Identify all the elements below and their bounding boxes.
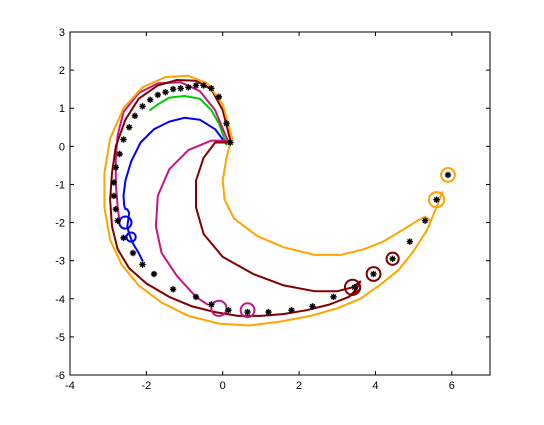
asterisk-marker bbox=[433, 196, 440, 203]
asterisk-marker bbox=[227, 139, 234, 146]
loop-circle-1 bbox=[125, 231, 137, 243]
asterisk-marker bbox=[192, 293, 200, 301]
asterisk-marker bbox=[131, 112, 139, 120]
asterisk-marker bbox=[146, 96, 154, 104]
asterisk-marker bbox=[330, 293, 337, 301]
asterisk-marker bbox=[112, 164, 120, 171]
asterisk-marker bbox=[169, 85, 177, 93]
asterisk-marker bbox=[114, 217, 121, 224]
asterisk-marker bbox=[177, 85, 184, 92]
y-tick-label: 0 bbox=[59, 141, 65, 153]
asterisk-marker bbox=[288, 307, 295, 314]
y-tick-label: -2 bbox=[55, 218, 65, 230]
loop-circle-6 bbox=[385, 251, 400, 266]
asterisk-marker bbox=[110, 179, 118, 186]
y-tick-label: -3 bbox=[55, 256, 65, 268]
loop-circle-8 bbox=[440, 167, 456, 183]
asterisk-marker bbox=[265, 308, 272, 316]
axes-box bbox=[69, 31, 491, 376]
asterisk-marker bbox=[389, 255, 396, 262]
asterisk-marker bbox=[244, 308, 251, 316]
asterisk-marker bbox=[200, 82, 207, 89]
asterisk-marker bbox=[208, 85, 215, 92]
series-line-6 bbox=[109, 79, 362, 317]
asterisk-marker bbox=[406, 238, 413, 245]
loop-circle-7 bbox=[427, 191, 446, 209]
series-line-4 bbox=[154, 139, 230, 306]
y-tick-label: -5 bbox=[55, 332, 65, 344]
y-tick-label: -6 bbox=[55, 370, 65, 382]
asterisk-marker bbox=[150, 270, 158, 278]
x-tick-label: 6 bbox=[449, 380, 455, 392]
asterisk-marker bbox=[120, 136, 127, 143]
y-tick-label: -4 bbox=[55, 294, 65, 306]
asterisk-marker bbox=[192, 82, 200, 89]
series-line-3 bbox=[114, 81, 230, 224]
asterisk-marker bbox=[139, 103, 146, 110]
asterisk-marker bbox=[120, 234, 127, 242]
asterisk-marker bbox=[444, 171, 452, 179]
asterisk-marker bbox=[185, 84, 192, 91]
y-tick-label: -1 bbox=[55, 179, 65, 191]
asterisk-marker bbox=[309, 303, 316, 310]
asterisk-marker bbox=[370, 270, 377, 278]
x-tick-label: -4 bbox=[65, 380, 75, 392]
loop-circle-4 bbox=[343, 278, 362, 296]
series-line-1 bbox=[122, 116, 228, 262]
series-line-8 bbox=[103, 74, 444, 327]
asterisk-marker bbox=[116, 150, 123, 158]
asterisk-marker bbox=[162, 88, 169, 96]
asterisk-marker bbox=[225, 307, 232, 314]
asterisk-marker bbox=[208, 301, 215, 308]
asterisk-marker bbox=[351, 284, 358, 291]
x-tick-label: 4 bbox=[372, 380, 378, 392]
asterisk-marker bbox=[223, 120, 230, 127]
marker-layer bbox=[110, 82, 452, 316]
x-tick-label: 2 bbox=[296, 380, 302, 392]
asterisk-marker bbox=[112, 205, 120, 213]
x-tick-label: -2 bbox=[141, 380, 151, 392]
series-line-2 bbox=[149, 95, 228, 146]
x-tick-label: 0 bbox=[220, 380, 226, 392]
y-tick-label: 3 bbox=[59, 27, 65, 39]
asterisk-marker bbox=[110, 192, 118, 200]
tick-layer: -4 -2 0 2 4 6 -6 -5 -4 -3 -2 -1 0 1 2 3 bbox=[55, 27, 490, 392]
loop-circle-3 bbox=[239, 302, 256, 319]
asterisk-marker bbox=[125, 124, 133, 131]
y-tick-label: 2 bbox=[59, 65, 65, 77]
loop-circle-5 bbox=[365, 266, 382, 282]
series-line-7 bbox=[221, 141, 432, 256]
asterisk-marker bbox=[169, 286, 177, 293]
asterisk-marker bbox=[154, 91, 162, 99]
series-line-5 bbox=[195, 141, 362, 298]
asterisk-marker bbox=[215, 93, 223, 101]
asterisk-marker bbox=[129, 249, 137, 257]
asterisk-marker bbox=[139, 261, 146, 268]
y-tick-label: 1 bbox=[59, 103, 65, 115]
asterisk-marker bbox=[421, 217, 429, 224]
